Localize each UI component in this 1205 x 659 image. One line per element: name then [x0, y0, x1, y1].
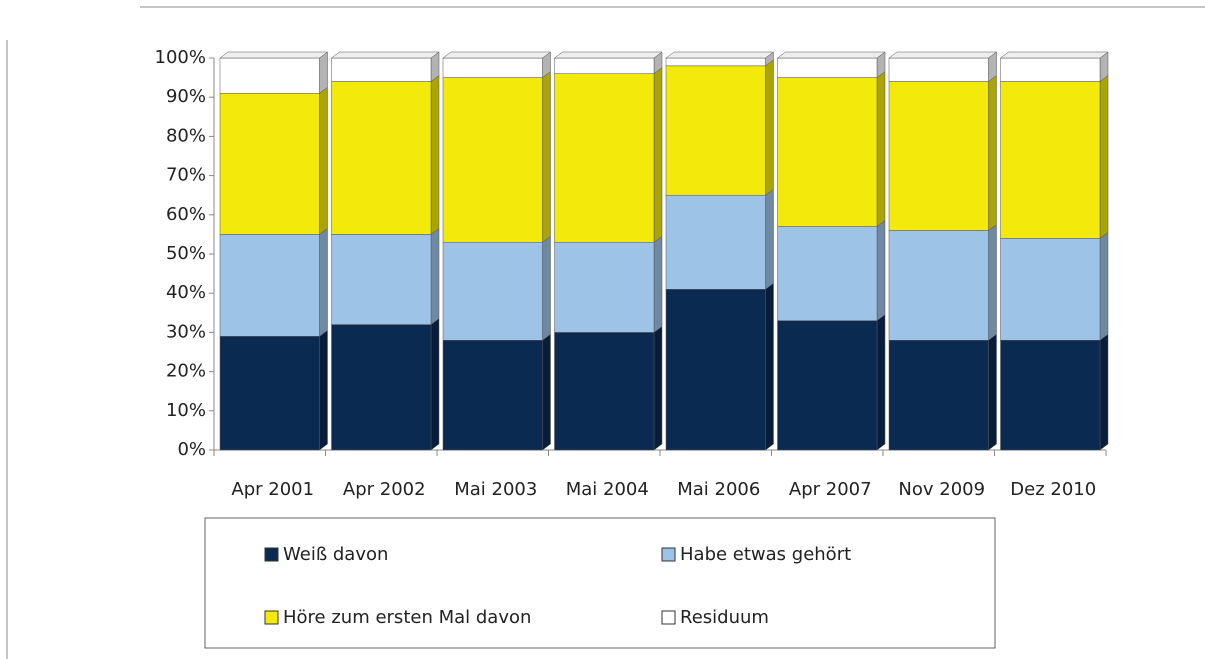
- y-tick-label: 90%: [166, 86, 206, 107]
- bar-side: [653, 235, 663, 333]
- bar-segment: [442, 241, 543, 341]
- bar-segment: [219, 57, 320, 94]
- bar-top: [330, 51, 440, 59]
- y-tick-label: 20%: [166, 361, 206, 382]
- legend-label: Höre zum ersten Mal davon: [283, 607, 531, 628]
- y-tick-label: 80%: [166, 125, 206, 146]
- bar-segment: [665, 65, 766, 196]
- bar-segment: [442, 57, 543, 78]
- bar-side: [765, 188, 774, 290]
- bar-side: [1099, 231, 1109, 341]
- bar-segment: [442, 77, 543, 243]
- legend-box: [204, 517, 996, 649]
- bar-segment: [331, 57, 432, 82]
- bar-side: [988, 75, 997, 231]
- bar-segment: [219, 93, 320, 235]
- bar-side: [319, 329, 328, 451]
- bar-segment: [554, 73, 655, 243]
- bar-segment: [442, 339, 543, 451]
- bar-side: [653, 67, 663, 243]
- bar-segment: [1000, 57, 1101, 82]
- bar-segment: [888, 57, 989, 82]
- bar-top: [442, 51, 552, 59]
- bar-side: [876, 314, 886, 451]
- bar-segment: [777, 226, 878, 321]
- x-tick-label: Dez 2010: [1010, 479, 1096, 500]
- x-tick-label: Apr 2007: [789, 479, 872, 500]
- x-tick-label: Nov 2009: [898, 479, 985, 500]
- bar-segment: [219, 336, 320, 451]
- bar-side: [542, 71, 551, 243]
- bar-side: [876, 220, 886, 322]
- bar-side: [430, 75, 440, 235]
- bar-segment: [331, 324, 432, 451]
- bar-segment: [219, 234, 320, 337]
- y-tick-label: 0%: [177, 439, 206, 460]
- y-tick-label: 60%: [166, 204, 206, 225]
- x-tick-label: Mai 2006: [677, 479, 760, 500]
- bar-segment: [554, 332, 655, 451]
- bar-segment: [554, 57, 655, 74]
- x-tick-label: Apr 2001: [231, 479, 314, 500]
- y-tick-label: 70%: [166, 165, 206, 186]
- bar-segment: [777, 57, 878, 78]
- bar-side: [430, 318, 440, 451]
- bar-segment: [888, 81, 989, 231]
- bar-side: [542, 333, 551, 451]
- bar-side: [765, 282, 774, 451]
- bar-segment: [331, 81, 432, 235]
- y-tick-label: 10%: [166, 400, 206, 421]
- bar-top: [776, 51, 886, 59]
- y-tick-label: 100%: [155, 47, 206, 68]
- y-tick-label: 30%: [166, 321, 206, 342]
- legend-swatch: [661, 547, 676, 562]
- legend-swatch: [264, 610, 279, 625]
- bar-side: [430, 227, 440, 326]
- bar-segment: [888, 339, 989, 451]
- bar-side: [988, 223, 997, 341]
- bar-side: [1099, 75, 1109, 239]
- bar-segment: [331, 234, 432, 325]
- x-tick-label: Apr 2002: [343, 479, 426, 500]
- bar-top: [665, 51, 775, 59]
- legend-label: Residuum: [680, 607, 769, 628]
- bar-segment: [777, 320, 878, 451]
- bar-side: [876, 71, 886, 228]
- x-tick-label: Mai 2004: [566, 479, 649, 500]
- bar-top: [888, 51, 998, 59]
- bar-side: [542, 235, 551, 341]
- bar-segment: [888, 230, 989, 341]
- bar-segment: [1000, 339, 1101, 451]
- bar-side: [1099, 333, 1109, 451]
- bar-side: [653, 325, 663, 451]
- y-tick-label: 50%: [166, 243, 206, 264]
- bar-segment: [1000, 81, 1101, 239]
- bar-top: [999, 51, 1109, 59]
- bar-top: [219, 51, 329, 59]
- legend-label: Habe etwas gehört: [680, 544, 851, 565]
- bar-segment: [665, 57, 766, 67]
- bar-segment: [554, 241, 655, 333]
- bar-side: [319, 51, 328, 94]
- bar-side: [765, 59, 774, 196]
- legend-label: Weiß davon: [283, 544, 388, 565]
- y-tick-label: 40%: [166, 282, 206, 303]
- bar-segment: [1000, 238, 1101, 341]
- bar-side: [319, 86, 328, 235]
- bar-segment: [777, 77, 878, 227]
- bar-top: [553, 51, 663, 59]
- x-tick-label: Mai 2003: [454, 479, 537, 500]
- bar-side: [988, 333, 997, 451]
- legend-swatch: [264, 547, 279, 562]
- bar-side: [319, 227, 328, 337]
- bar-segment: [665, 289, 766, 451]
- bar-segment: [665, 194, 766, 290]
- legend-swatch: [661, 610, 676, 625]
